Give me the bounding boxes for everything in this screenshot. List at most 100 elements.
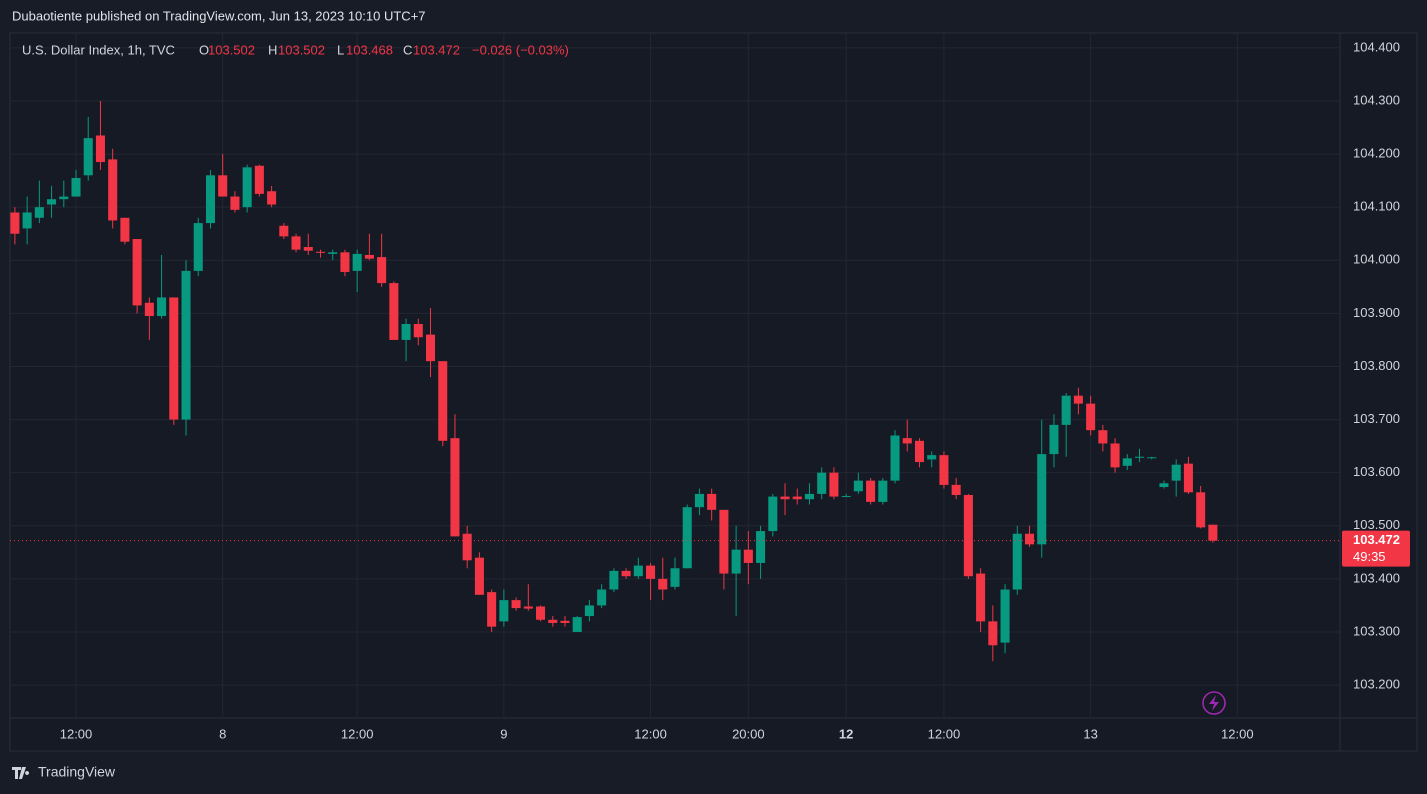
candle-body [939,455,949,485]
candle-body [59,196,69,200]
candle-body [352,253,362,271]
candle-body [658,578,668,590]
candle-body [731,549,741,574]
legend-label: H [268,42,277,57]
y-tick-label: 104.100 [1353,199,1400,214]
candle-body [621,570,631,577]
y-tick-label: 103.200 [1353,677,1400,692]
legend-value: 103.472 [413,42,460,57]
candle-body [205,175,216,224]
candle-body [10,212,20,234]
flash-icon[interactable] [1202,691,1226,715]
candle-body [157,297,167,317]
candle-body [841,496,851,498]
candle-body [47,199,57,205]
candle-body [804,493,814,500]
legend-label: L [337,42,344,57]
candle-body [450,438,460,537]
candle-body [584,605,594,617]
candle-body [1012,533,1022,590]
candle-body [315,251,326,253]
last-price-label: 103.472 [1353,532,1400,547]
candle-body [829,472,839,497]
candle-body [108,159,118,221]
brand-logo[interactable] [12,767,30,779]
candle-body [976,573,986,622]
candle-body [1024,533,1035,545]
candle-body [707,493,717,510]
candle-body [511,600,521,609]
candle-body [169,297,179,420]
candle-body [1073,395,1083,404]
candle-body [144,302,154,317]
x-tick-label: 12:00 [341,726,374,741]
candle-body [988,621,998,646]
candle-body [499,600,509,622]
candle-body [597,589,607,606]
candle-body [230,196,240,210]
candle-body [279,225,289,237]
candle-body [474,557,484,595]
candle-body [572,617,582,632]
y-tick-label: 103.600 [1353,464,1400,479]
candle-body [1098,430,1108,444]
candle-body [719,509,729,574]
candle-body [756,531,766,563]
candle-body [536,606,546,620]
candle-body [291,236,301,250]
candle-body [1196,492,1206,528]
brand-name[interactable]: TradingView [38,764,116,780]
symbol: U.S. Dollar Index, 1h, TVC [22,42,175,57]
y-tick-label: 103.800 [1353,358,1400,373]
x-tick-label: 20:00 [732,726,765,741]
candle-body [120,217,130,242]
flash-bolt[interactable] [1209,695,1219,711]
candle-body [694,493,704,508]
candle-body [1110,443,1120,468]
candle-body [780,496,790,500]
candle-body [340,252,350,272]
flash-circle[interactable] [1202,691,1226,715]
candle-body [267,191,277,205]
legend-label: O [199,42,209,57]
candle-body [389,283,399,340]
candle-body [743,549,753,563]
candle-body [878,480,888,502]
y-tick-label: 103.500 [1353,517,1400,532]
candle-body [218,175,228,197]
candle-body [1037,454,1047,545]
candle-body [328,252,338,254]
candle-body [1122,458,1132,466]
candle-body [193,223,203,271]
candles [10,100,1340,662]
grid [10,33,1340,718]
brand[interactable]: TradingView [12,764,116,780]
candle-body [71,177,81,197]
x-tick-label: 12:00 [60,726,93,741]
candle-body [425,334,436,362]
candle-body [413,323,423,338]
candle-body [768,496,778,532]
candle-body [853,480,863,492]
chart-panel [9,32,1418,752]
candle-body [364,254,374,259]
x-tick-label: 13 [1083,726,1097,741]
candle-body [792,496,802,500]
candle-body [132,239,142,306]
x-tick-label: 12:00 [1221,726,1254,741]
candle-body [1000,589,1010,643]
legend-value: 103.502 [278,42,325,57]
candle-body [902,438,912,444]
candle-body [1049,424,1059,455]
candle-body [633,565,643,577]
x-tick-label: 8 [219,726,226,741]
candle-body [682,507,692,569]
candle-body [670,568,680,587]
y-tick-label: 104.300 [1353,92,1400,107]
last-price-tag [1342,530,1410,567]
y-tick-label: 103.400 [1353,570,1400,585]
candle-body [181,270,191,420]
legend-label: C [403,42,412,57]
candle-body [890,435,900,481]
